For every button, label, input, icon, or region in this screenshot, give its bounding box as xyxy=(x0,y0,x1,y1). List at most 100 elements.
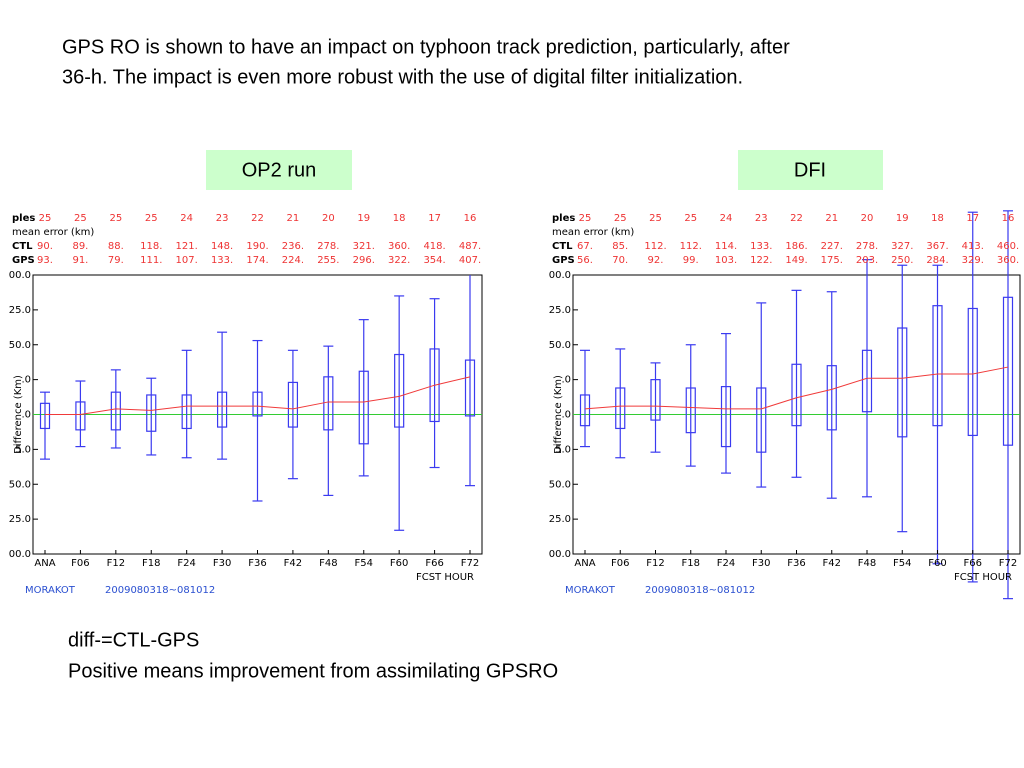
box xyxy=(756,387,767,453)
x-tick-label: F06 xyxy=(71,558,89,569)
samples: 21 xyxy=(287,213,300,224)
box xyxy=(358,370,369,445)
samples: 17 xyxy=(966,213,979,224)
y-tick-label: 25.0 xyxy=(9,305,31,316)
x-tick-label: F30 xyxy=(213,558,231,569)
samples: 25 xyxy=(39,213,52,224)
ctl-error: 114. xyxy=(715,241,737,252)
samples: 16 xyxy=(464,213,477,224)
box xyxy=(579,394,591,427)
x-tick-label: F24 xyxy=(177,558,195,569)
box xyxy=(181,394,192,430)
ctl-error: 89. xyxy=(72,241,88,252)
row-label: CTL xyxy=(12,241,33,252)
y-tick-label: 50.0 xyxy=(549,340,571,351)
ctl-error: 487. xyxy=(459,241,481,252)
gps-error: 329. xyxy=(962,255,984,266)
gps-error: 224. xyxy=(282,255,304,266)
ctl-error: 88. xyxy=(108,241,124,252)
x-tick-label: F72 xyxy=(999,558,1017,569)
ctl-error: 418. xyxy=(423,241,445,252)
ctl-error: 321. xyxy=(353,241,375,252)
x-tick-label: F72 xyxy=(461,558,479,569)
row-label: CTL xyxy=(552,241,573,252)
gps-error: 175. xyxy=(821,255,843,266)
y-axis-label: Difference (Km) xyxy=(553,375,564,454)
samples: 21 xyxy=(825,213,838,224)
gps-error: 354. xyxy=(423,255,445,266)
samples: 23 xyxy=(755,213,768,224)
ctl-error: 227. xyxy=(821,241,843,252)
x-tick-label: F66 xyxy=(425,558,443,569)
y-tick-label: 5.0 xyxy=(555,444,571,455)
samples: 17 xyxy=(428,213,441,224)
gps-error: 149. xyxy=(785,255,807,266)
gps-error: 322. xyxy=(388,255,410,266)
ctl-error: 148. xyxy=(211,241,233,252)
gps-error: 133. xyxy=(211,255,233,266)
samples: 25 xyxy=(614,213,627,224)
samples: 22 xyxy=(790,213,803,224)
y-tick-label: 00.0 xyxy=(549,270,571,281)
gps-error: 174. xyxy=(246,255,268,266)
x-tick-label: F36 xyxy=(787,558,805,569)
gps-error: 93. xyxy=(37,255,53,266)
x-axis-label: FCST HOUR xyxy=(954,572,1012,583)
gps-error: 79. xyxy=(108,255,124,266)
x-tick-label: F60 xyxy=(928,558,946,569)
mean-line xyxy=(45,376,471,415)
row-label: ples xyxy=(12,213,35,224)
y-tick-label: 5.0 xyxy=(15,444,31,455)
y-tick-label: 50.0 xyxy=(9,479,31,490)
ctl-error: 278. xyxy=(856,241,878,252)
ctl-error: 67. xyxy=(577,241,593,252)
box xyxy=(791,363,802,427)
box xyxy=(720,386,732,448)
panel-title-box xyxy=(206,150,352,190)
x-tick-label: F54 xyxy=(355,558,373,569)
y-tick-label: .0 xyxy=(561,375,571,386)
samples: 18 xyxy=(393,213,406,224)
samples: 24 xyxy=(180,213,193,224)
samples: 22 xyxy=(251,213,264,224)
period: 2009080318~081012 xyxy=(105,585,215,596)
y-tick-label: 00.0 xyxy=(549,549,571,560)
x-tick-label: F42 xyxy=(284,558,302,569)
samples: 20 xyxy=(322,213,335,224)
x-tick-label: F18 xyxy=(682,558,700,569)
box xyxy=(932,305,943,427)
gps-error: 103. xyxy=(715,255,737,266)
row-label: mean error (km) xyxy=(552,227,634,238)
box xyxy=(146,394,157,432)
y-tick-label: 00.0 xyxy=(9,549,31,560)
ctl-error: 236. xyxy=(282,241,304,252)
samples: 25 xyxy=(109,213,122,224)
panel-title: OP2 run xyxy=(242,159,316,181)
box xyxy=(287,381,299,428)
panel-title: DFI xyxy=(794,159,826,181)
box xyxy=(685,387,696,434)
samples: 18 xyxy=(931,213,944,224)
samples: 25 xyxy=(684,213,697,224)
panel-title-box xyxy=(738,150,883,190)
ctl-error: 327. xyxy=(891,241,913,252)
box xyxy=(861,349,873,413)
gps-error: 111. xyxy=(140,255,162,266)
box xyxy=(615,387,626,430)
ctl-error: 460. xyxy=(997,241,1019,252)
gps-error: 255. xyxy=(317,255,339,266)
box xyxy=(967,307,978,437)
x-tick-label: F30 xyxy=(752,558,770,569)
ctl-error: 190. xyxy=(246,241,268,252)
slide-text: 36-h. The impact is even more robust wit… xyxy=(62,66,743,88)
box xyxy=(110,391,121,431)
gps-error: 360. xyxy=(997,255,1019,266)
gps-error: 99. xyxy=(683,255,699,266)
plot-clip xyxy=(579,210,1014,600)
gps-error: 70. xyxy=(612,255,628,266)
storm-name: MORAKOT xyxy=(25,585,76,596)
samples: 25 xyxy=(145,213,158,224)
y-tick-label: .0 xyxy=(561,410,571,421)
x-tick-label: F12 xyxy=(646,558,664,569)
samples: 25 xyxy=(74,213,87,224)
